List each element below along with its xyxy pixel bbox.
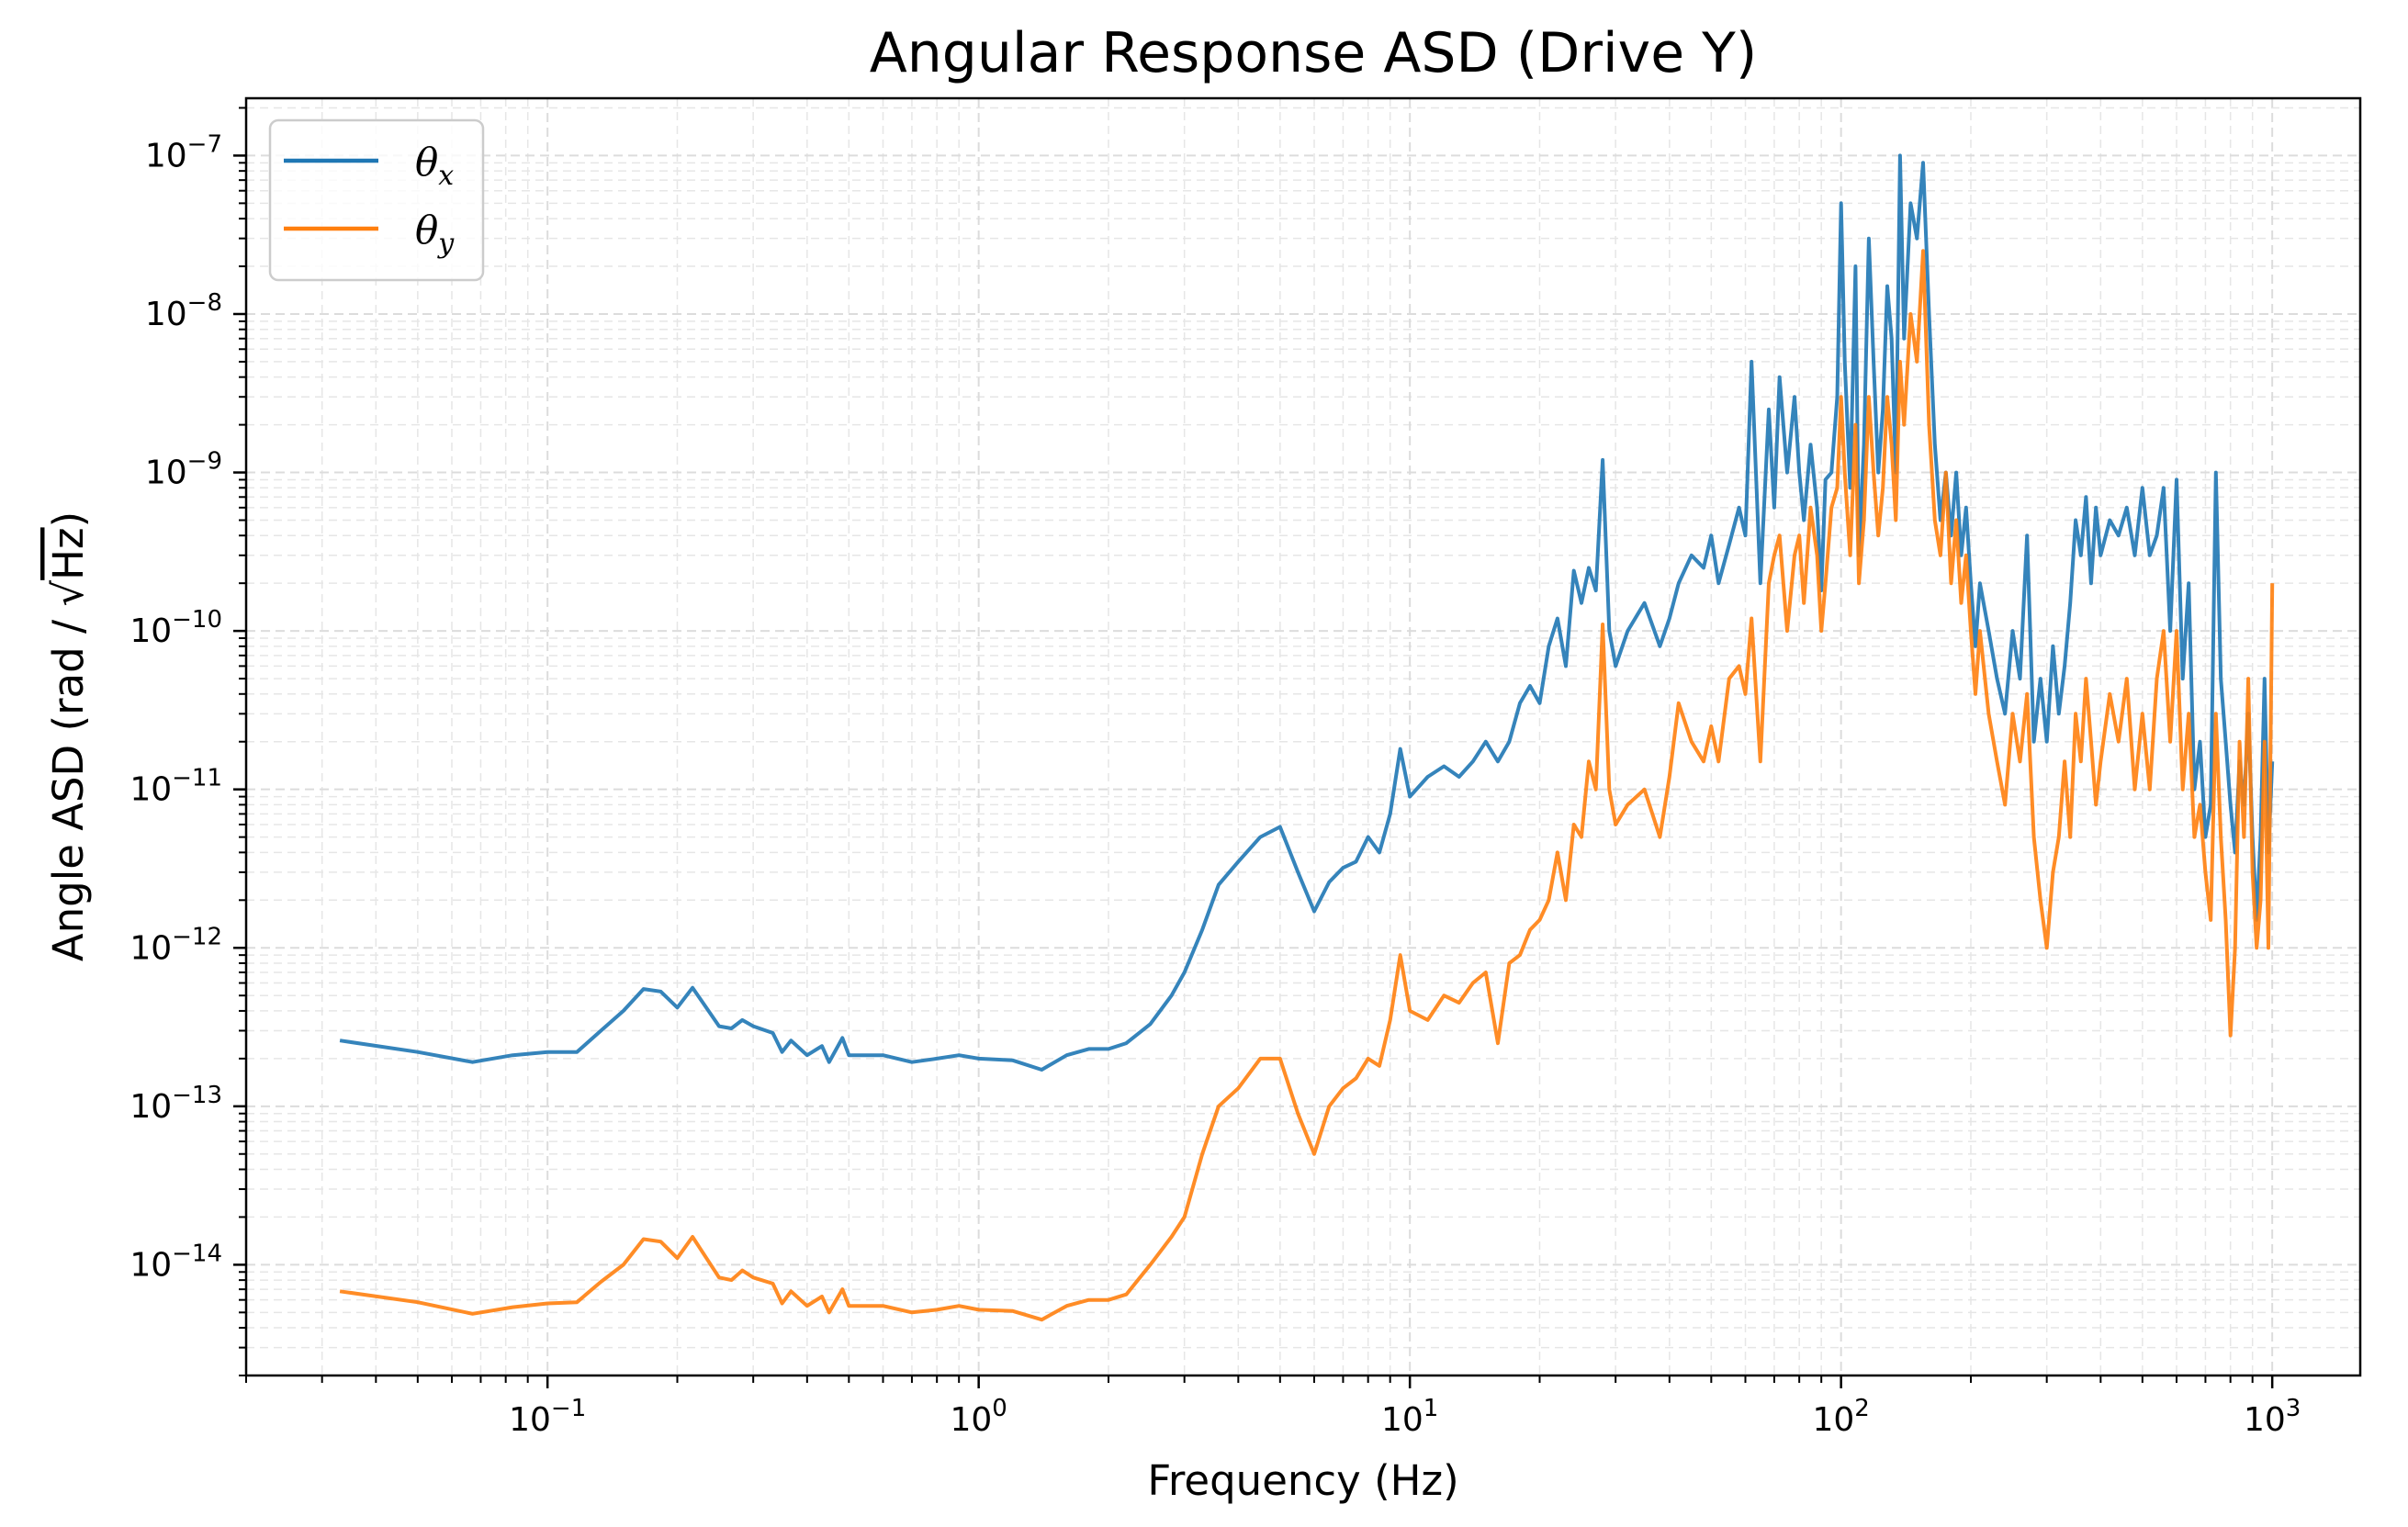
legend-symbol-theta-y: θ — [415, 208, 438, 253]
y-tick-label: 10−14 — [129, 1240, 222, 1284]
y-tick-label: 10−8 — [145, 289, 222, 333]
y-tick-label: 10−7 — [145, 130, 222, 174]
sqrt-icon: √ — [44, 580, 93, 607]
legend-subscript-x: x — [438, 160, 454, 192]
x-tick-label: 103 — [2244, 1395, 2301, 1439]
series-line-theta-x — [339, 153, 2275, 1072]
y-tick-label: 10−9 — [145, 448, 222, 492]
legend-subscript-y: y — [436, 228, 455, 260]
series-group — [339, 153, 2275, 1322]
y-axis-label-suffix: ) — [44, 511, 93, 528]
x-axis-label: Frequency (Hz) — [1147, 1456, 1458, 1505]
y-tick-label: 10−11 — [129, 765, 222, 809]
y-axis-label-prefix: Angle ASD (rad / — [44, 607, 93, 962]
series-line-theta-y — [339, 249, 2275, 1322]
y-axis-label-group: Angle ASD (rad / √Hz) — [44, 511, 93, 961]
legend-symbol-theta-x: θ — [415, 140, 438, 185]
legend: θx θy — [268, 118, 485, 282]
legend-entry-theta-x: θx — [415, 140, 454, 192]
legend-entry-theta-y: θy — [415, 208, 455, 260]
x-tick-label: 101 — [1381, 1395, 1438, 1439]
y-tick-label: 10−13 — [129, 1082, 222, 1126]
plot-frame — [244, 96, 2362, 1377]
x-tick-label: 10−1 — [509, 1395, 586, 1439]
y-axis-label-radicand: Hz — [44, 527, 93, 579]
grid — [245, 98, 2360, 1376]
x-tick-label: 102 — [1812, 1395, 1869, 1439]
x-tick-label: 100 — [950, 1395, 1007, 1439]
y-axis-label: Angle ASD (rad / √Hz) — [44, 511, 93, 961]
y-axis: 10−14 10−13 10−12 10−11 10−10 10−9 10−8 10−7 — [129, 107, 246, 1376]
y-tick-label: 10−10 — [129, 606, 222, 650]
x-axis: 10−1 100 101 102 103 — [245, 1375, 2301, 1439]
y-tick-label: 10−12 — [129, 923, 222, 967]
chart-title: Angular Response ASD (Drive Y) — [870, 21, 1758, 85]
